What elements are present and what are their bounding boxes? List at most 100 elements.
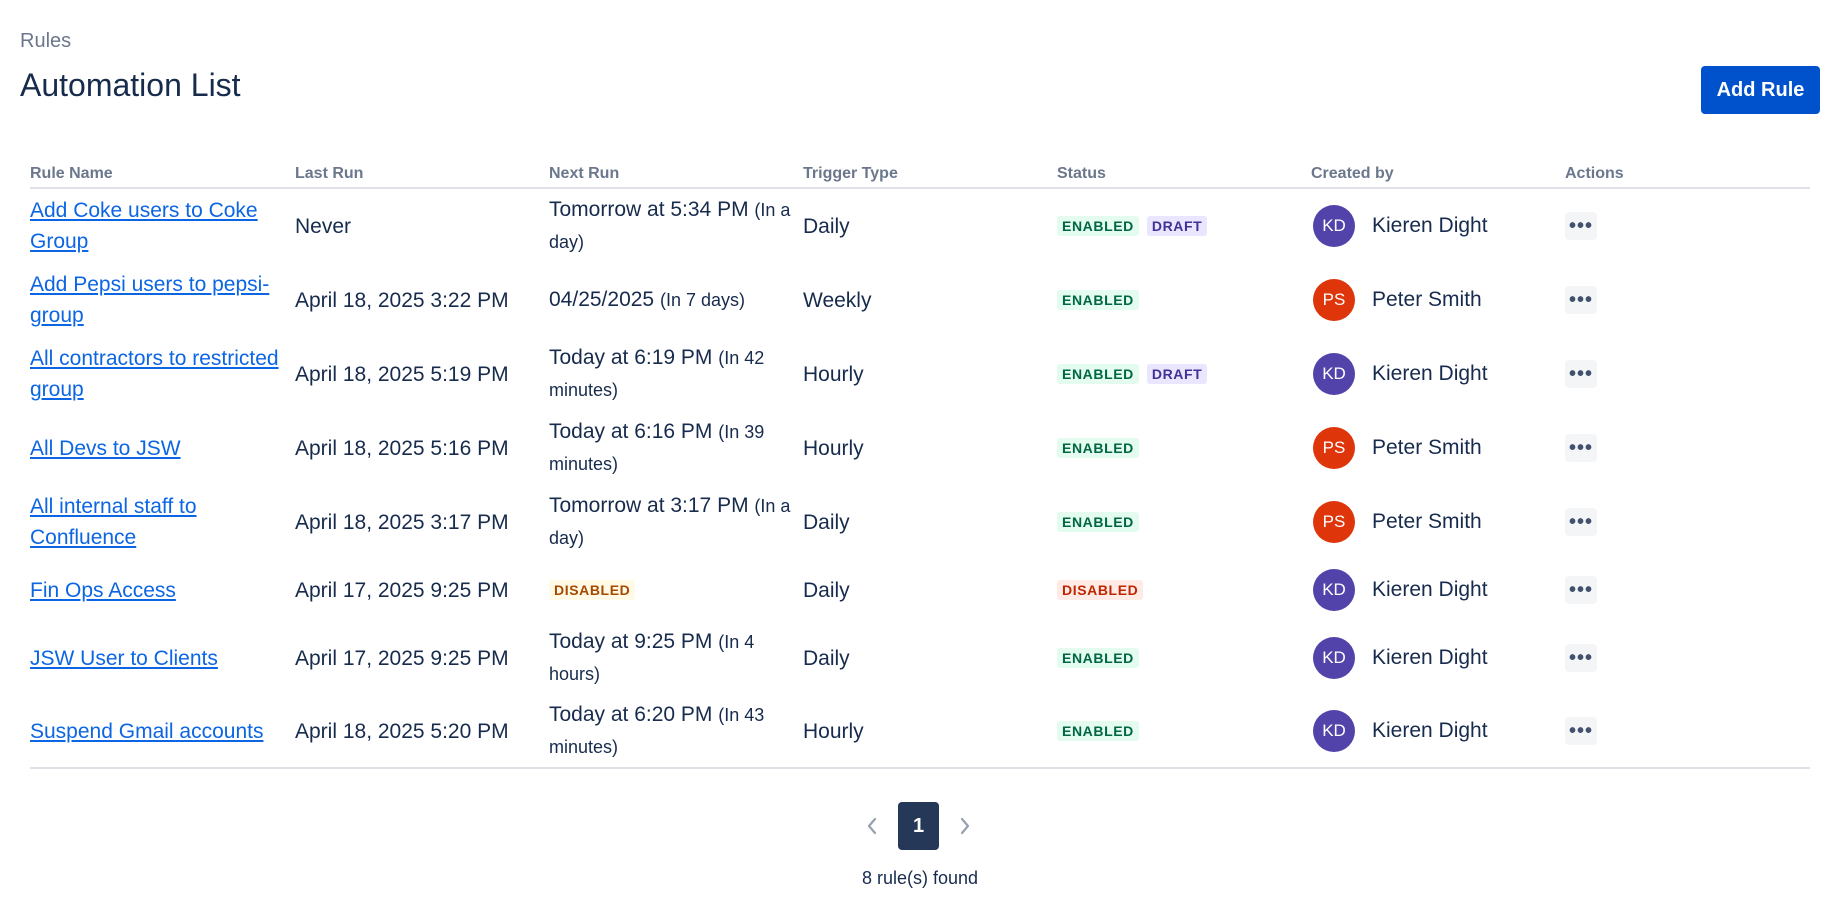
column-header-trigger-type[interactable]: Trigger Type [803,164,898,182]
more-icon: ••• [1568,215,1593,237]
enabled-lozenge: ENABLED [1057,364,1139,384]
next-run-time: Tomorrow at 3:17 PM [549,494,749,517]
rule-name-link[interactable]: All internal staff to Confluence [30,495,197,549]
next-run-relative: (In 39 minutes) [549,422,765,474]
results-count: 8 rule(s) found [861,868,979,888]
creator-name: Kieren Dight [1372,578,1488,601]
avatar: PS [1313,427,1355,469]
enabled-lozenge: ENABLED [1057,512,1139,532]
avatar: KD [1313,569,1355,611]
status-cell: ENABLED [1057,648,1311,668]
next-run-relative: (In 42 minutes) [549,348,765,400]
actions-cell: ••• [1565,360,1810,388]
rule-name-cell: Add Coke users to Coke Group [30,195,295,257]
trigger-type-cell: Hourly [803,436,864,460]
table-body: Add Coke users to Coke Group Never Tomor… [30,189,1810,769]
trigger-type-cell: Daily [803,214,850,238]
pagination: 1 [860,802,977,850]
chevron-left-icon[interactable] [860,814,884,838]
trigger-type-cell: Daily [803,510,850,534]
rule-name-cell: Add Pepsi users to pepsi-group [30,269,295,331]
more-actions-button[interactable]: ••• [1565,717,1597,745]
creator-name: Kieren Dight [1372,214,1488,237]
actions-cell: ••• [1565,286,1810,314]
column-header-next-run[interactable]: Next Run [549,164,620,182]
last-run-cell: April 18, 2025 5:16 PM [295,436,509,460]
actions-cell: ••• [1565,434,1810,462]
more-actions-button[interactable]: ••• [1565,434,1597,462]
more-actions-button[interactable]: ••• [1565,576,1597,604]
column-header-actions: Actions [1565,164,1624,182]
more-icon: ••• [1568,437,1593,459]
more-actions-button[interactable]: ••• [1565,286,1597,314]
breadcrumb[interactable]: Rules [20,30,72,52]
more-icon: ••• [1568,720,1593,742]
rule-name-link[interactable]: Add Pepsi users to pepsi-group [30,273,270,327]
draft-lozenge: DRAFT [1146,364,1208,384]
next-run-cell: Today at 6:20 PM (In 43 minutes) [549,699,803,763]
next-run-text: Today at 6:19 PM (In 42 minutes) [549,342,803,406]
avatar: KD [1313,710,1355,752]
created-by-cell: PS Peter Smith [1311,279,1565,321]
status-cell: ENABLED [1057,438,1311,458]
more-actions-button[interactable]: ••• [1565,212,1597,240]
status-cell: ENABLED DRAFT [1057,216,1311,236]
more-actions-button[interactable]: ••• [1565,508,1597,536]
creator-name: Kieren Dight [1372,362,1488,385]
last-run-cell: April 18, 2025 3:22 PM [295,288,509,312]
actions-cell: ••• [1565,508,1810,536]
rule-name-cell: JSW User to Clients [30,643,295,674]
status-cell: ENABLED DRAFT [1057,364,1311,384]
rule-name-link[interactable]: JSW User to Clients [30,646,218,670]
more-icon: ••• [1568,289,1593,311]
status-cell: ENABLED [1057,290,1311,310]
rule-name-link[interactable]: Add Coke users to Coke Group [30,199,258,253]
rule-name-link[interactable]: Suspend Gmail accounts [30,719,264,743]
table-row: Fin Ops Access April 17, 2025 9:25 PM DI… [30,559,1810,621]
actions-cell: ••• [1565,576,1810,604]
creator-name: Peter Smith [1372,288,1482,311]
next-run-cell: Today at 6:19 PM (In 42 minutes) [549,342,803,406]
avatar: KD [1313,205,1355,247]
enabled-lozenge: ENABLED [1057,721,1139,741]
chevron-right-icon[interactable] [953,814,977,838]
next-run-cell: Tomorrow at 5:34 PM (In a day) [549,194,803,258]
last-run-cell: April 17, 2025 9:25 PM [295,578,509,602]
column-header-rule-name[interactable]: Rule Name [30,164,113,182]
rule-name-link[interactable]: Fin Ops Access [30,578,176,602]
next-run-text: 04/25/2025 (In 7 days) [549,284,803,316]
trigger-type-cell: Hourly [803,362,864,386]
column-header-created-by[interactable]: Created by [1311,164,1394,182]
last-run-cell: April 18, 2025 3:17 PM [295,510,509,534]
creator-name: Peter Smith [1372,436,1482,459]
created-by-cell: PS Peter Smith [1311,501,1565,543]
enabled-lozenge: ENABLED [1057,290,1139,310]
next-run-time: Today at 6:16 PM [549,420,713,443]
trigger-type-cell: Daily [803,578,850,602]
page-title: Automation List [20,67,241,103]
created-by-cell: KD Kieren Dight [1311,637,1565,679]
more-actions-button[interactable]: ••• [1565,360,1597,388]
more-icon: ••• [1568,579,1593,601]
table-row: Add Coke users to Coke Group Never Tomor… [30,189,1810,263]
next-run-time: 04/25/2025 [549,288,655,311]
add-rule-button[interactable]: Add Rule [1701,66,1820,114]
more-actions-button[interactable]: ••• [1565,644,1597,672]
column-header-status[interactable]: Status [1057,164,1106,182]
column-header-last-run[interactable]: Last Run [295,164,364,182]
trigger-type-cell: Daily [803,646,850,670]
disabled-lozenge: DISABLED [1057,580,1144,600]
next-run-relative: (In a day) [549,496,791,548]
avatar: KD [1313,353,1355,395]
last-run-cell: April 18, 2025 5:20 PM [295,719,509,743]
avatar: PS [1313,501,1355,543]
avatar: PS [1313,279,1355,321]
enabled-lozenge: ENABLED [1057,648,1139,668]
table-row: JSW User to Clients April 17, 2025 9:25 … [30,621,1810,695]
rule-name-link[interactable]: All Devs to JSW [30,436,181,460]
rule-name-link[interactable]: All contractors to restricted group [30,347,279,401]
next-run-cell: Tomorrow at 3:17 PM (In a day) [549,490,803,554]
next-run-time: Today at 6:19 PM [549,346,713,369]
created-by-cell: KD Kieren Dight [1311,353,1565,395]
page-button-1[interactable]: 1 [898,802,939,850]
